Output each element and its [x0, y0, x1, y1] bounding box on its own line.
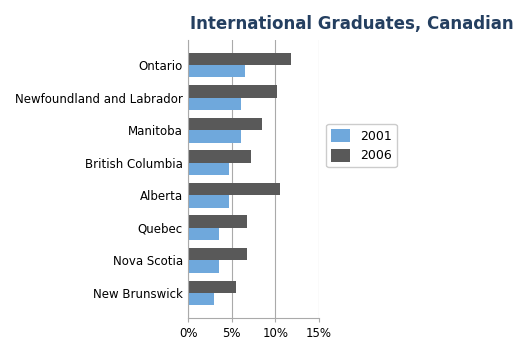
Bar: [189, 163, 229, 175]
Bar: [189, 248, 248, 261]
Bar: [189, 98, 240, 110]
Bar: [189, 53, 291, 65]
Bar: [189, 65, 245, 77]
Bar: [189, 151, 251, 163]
Bar: [189, 280, 236, 293]
Legend: 2001, 2006: 2001, 2006: [326, 124, 397, 168]
Bar: [189, 85, 277, 98]
Bar: [189, 228, 219, 240]
Bar: [189, 261, 219, 273]
Bar: [189, 183, 280, 195]
Bar: [189, 293, 214, 305]
Bar: [189, 195, 229, 208]
Bar: [189, 118, 262, 130]
Bar: [189, 130, 240, 143]
Bar: [189, 215, 248, 228]
Text: International Graduates, Canadian Universities, 2001 & 2006: International Graduates, Canadian Univer…: [190, 15, 518, 33]
